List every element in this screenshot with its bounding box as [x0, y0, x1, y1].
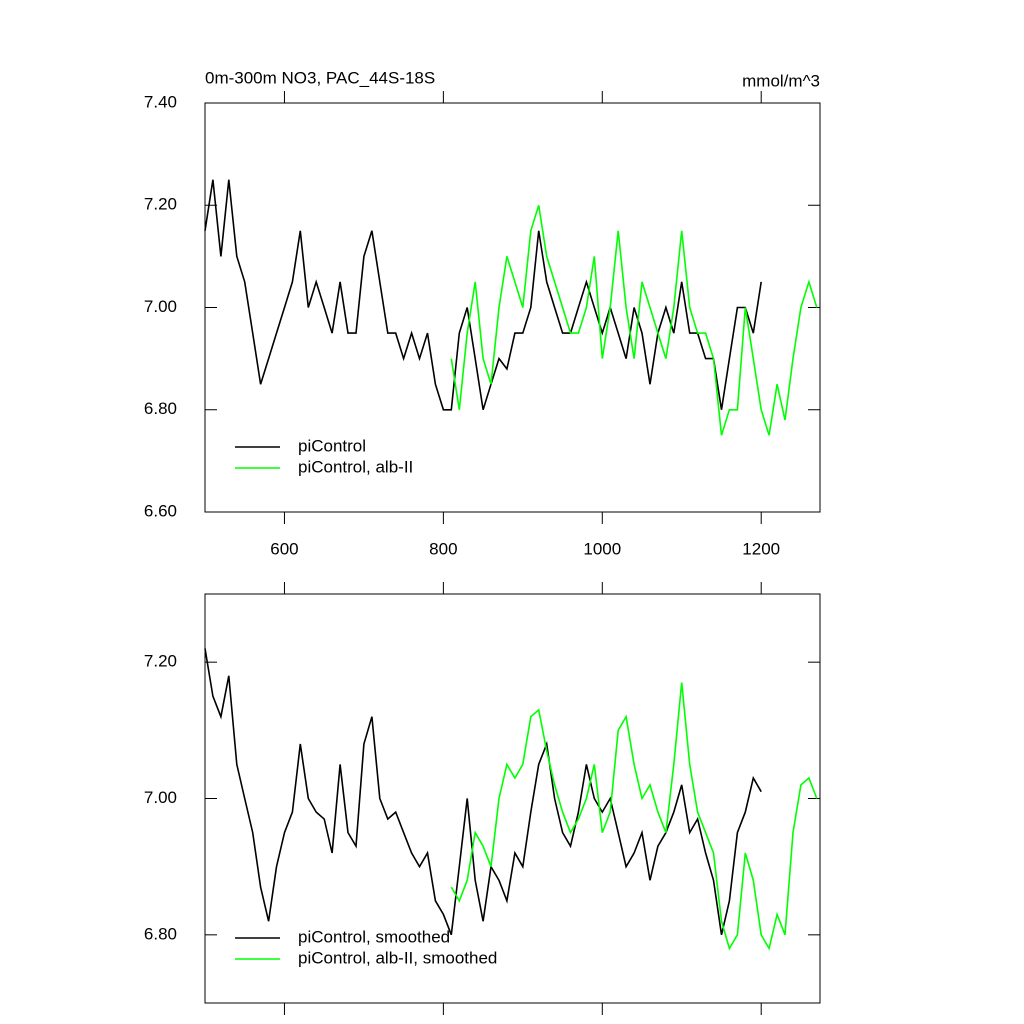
y-tick-label: 7.00 — [144, 788, 177, 807]
x-tick-label: 1000 — [583, 539, 621, 558]
x-tick-label: 800 — [429, 539, 457, 558]
y-tick-label: 7.00 — [144, 297, 177, 316]
chart-title: 0m-300m NO3, PAC_44S-18S — [205, 68, 435, 87]
series-line — [204, 179, 762, 411]
y-tick-label: 6.80 — [144, 399, 177, 418]
series-line — [450, 205, 818, 436]
y-tick-label: 7.40 — [144, 92, 177, 111]
y-tick-label: 6.60 — [144, 501, 177, 520]
y-tick-label: 6.80 — [144, 924, 177, 943]
y-tick-label: 7.20 — [144, 195, 177, 214]
series-line — [450, 682, 818, 951]
x-tick-label: 600 — [270, 539, 298, 558]
legend-label: piControl, alb-II — [298, 457, 413, 476]
legend-label: piControl, alb-II, smoothed — [298, 948, 497, 967]
legend-label: piControl, smoothed — [298, 927, 450, 946]
legend-label: piControl — [298, 436, 366, 455]
series-line — [204, 648, 762, 936]
y-tick-label: 7.20 — [144, 652, 177, 671]
x-tick-label: 1200 — [742, 539, 780, 558]
units-label: mmol/m^3 — [742, 71, 820, 90]
